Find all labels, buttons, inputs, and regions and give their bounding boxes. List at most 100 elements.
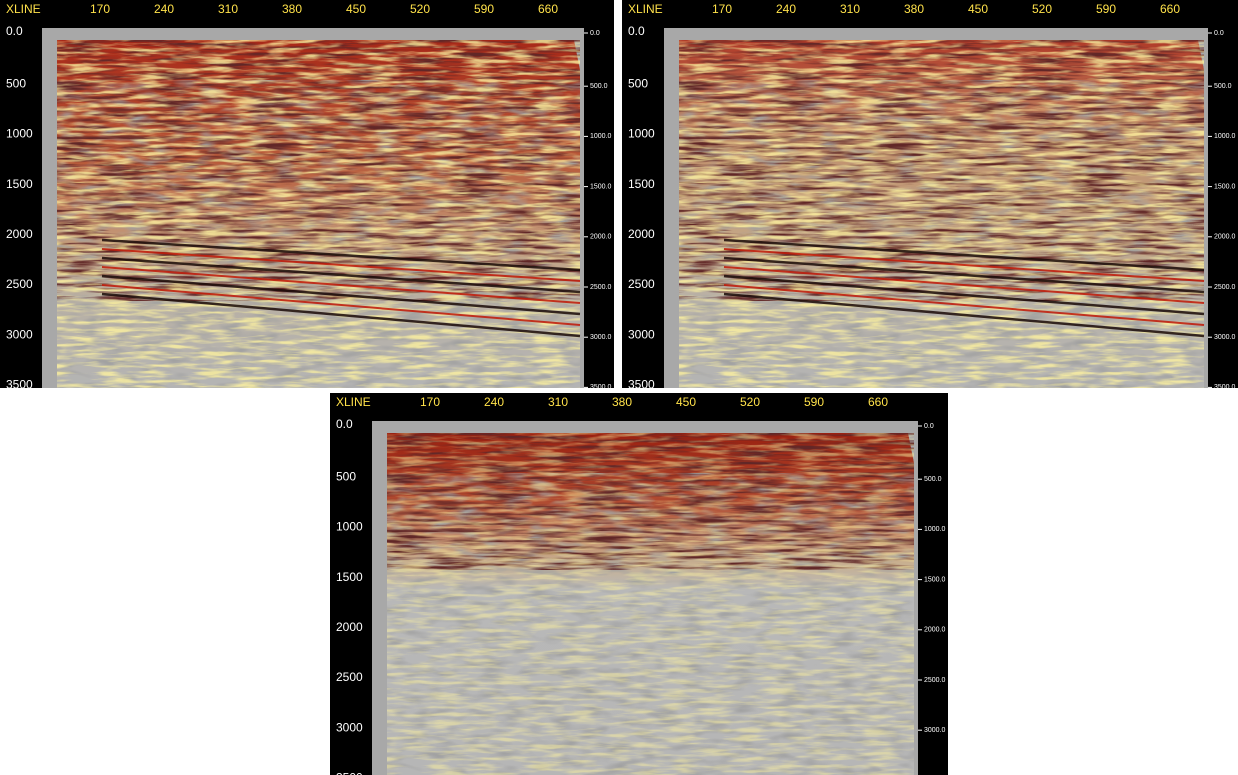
time-tick-label: 1500 [336,570,363,584]
header-bar [622,0,1238,24]
reflector [101,292,581,338]
xline-tick-label: 450 [346,2,366,16]
time-tick-label: 1000 [336,520,363,534]
reflector [723,274,1205,316]
time-tick-label: 2500 [336,670,363,684]
reflector [101,274,581,316]
xline-tick-label: 660 [868,395,888,409]
time-tick-label: 1000.0 [1214,133,1236,140]
xline-tick-label: 240 [776,2,796,16]
time-tick-label: 500.0 [924,476,942,483]
left-scale [330,393,372,775]
time-tick-label: 2000.0 [924,627,946,634]
time-tick-label: 500 [6,76,26,90]
time-tick-label: 3500.0 [1214,384,1236,388]
time-tick-label: 1500.0 [590,183,612,190]
seismic-section [679,40,1205,388]
time-tick-label: 1500 [6,177,33,191]
xline-tick-label: 520 [410,2,430,16]
time-tick-label: 500.0 [1214,83,1232,90]
time-tick-label: 0.0 [590,30,600,37]
reflector [723,256,1205,294]
xline-tick-label: 520 [1032,2,1052,16]
time-tick-label: 3500 [336,771,363,775]
time-tick-label: 3500 [6,378,33,388]
time-tick-label: 500 [336,469,356,483]
xline-tick-label: 450 [676,395,696,409]
seismic-section [57,40,581,388]
header-label: XLINE [6,2,41,16]
reflector [723,238,1205,272]
time-tick-label: 2000 [628,227,655,241]
time-tick-label: 1500.0 [924,576,946,583]
time-tick-label: 2000 [6,227,33,241]
xline-tick-label: 170 [420,395,440,409]
reflector [723,266,1205,304]
time-tick-label: 3000.0 [590,334,612,341]
time-tick-label: 3000 [628,327,655,341]
time-tick-label: 1500.0 [1214,183,1236,190]
yellow-texture [679,40,1204,388]
seismic-section [387,433,914,775]
reflector [723,292,1205,338]
header-label: XLINE [336,395,371,409]
time-tick-label: 3000 [336,720,363,734]
seismic-panel: XLINE 170 240 310 380 450 520 590 660 0.0 500 1000 1… [330,393,948,775]
time-tick-label: 2500 [628,277,655,291]
header-bar [0,0,614,24]
reflector [101,238,581,272]
header-bar [330,393,948,417]
xline-tick-label: 520 [740,395,760,409]
time-tick-label: 1500 [628,177,655,191]
time-tick-label: 0.0 [6,24,23,38]
reflector [101,284,581,326]
time-tick-label: 2000.0 [1214,234,1236,241]
time-tick-label: 3500 [628,378,655,388]
time-tick-label: 2500.0 [1214,284,1236,291]
time-tick-label: 2000.0 [590,234,612,241]
time-tick-label: 0.0 [336,417,353,431]
xline-tick-label: 170 [712,2,732,16]
xline-tick-label: 660 [1160,2,1180,16]
xline-tick-label: 450 [968,2,988,16]
time-tick-label: 3500.0 [590,384,612,388]
xline-tick-label: 590 [804,395,824,409]
time-tick-label: 1000.0 [924,526,946,533]
xline-tick-label: 590 [474,2,494,16]
header-label: XLINE [628,2,663,16]
xline-tick-label: 240 [154,2,174,16]
left-scale [0,0,42,388]
yellow-texture [387,433,914,775]
time-tick-label: 2500.0 [590,284,612,291]
time-tick-label: 500 [628,76,648,90]
time-tick-label: 1000.0 [590,133,612,140]
xline-tick-label: 660 [538,2,558,16]
reflector [723,248,1205,282]
time-tick-label: 0.0 [628,24,645,38]
time-tick-label: 1000 [628,127,655,141]
yellow-texture [57,40,580,388]
time-tick-label: 3000 [6,327,33,341]
time-tick-label: 3000.0 [1214,334,1236,341]
time-tick-label: 500.0 [590,83,608,90]
xline-tick-label: 310 [548,395,568,409]
reflector [101,248,581,282]
xline-tick-label: 170 [90,2,110,16]
xline-tick-label: 310 [840,2,860,16]
time-tick-label: 2500.0 [924,677,946,684]
time-tick-label: 2000 [336,620,363,634]
time-tick-label: 0.0 [1214,30,1224,37]
left-scale [622,0,664,388]
reflector [101,266,581,304]
xline-tick-label: 380 [612,395,632,409]
xline-tick-label: 590 [1096,2,1116,16]
xline-tick-label: 380 [282,2,302,16]
time-tick-label: 0.0 [924,423,934,430]
xline-tick-label: 380 [904,2,924,16]
xline-tick-label: 240 [484,395,504,409]
reflector [101,256,581,294]
seismic-panel: XLINE 170 240 310 380 450 520 590 660 0.0 500 1000 1… [622,0,1238,388]
seismic-panel: XLINE 170 240 310 380 450 520 590 660 0.0 500 1000 1… [0,0,614,388]
reflector [723,284,1205,326]
